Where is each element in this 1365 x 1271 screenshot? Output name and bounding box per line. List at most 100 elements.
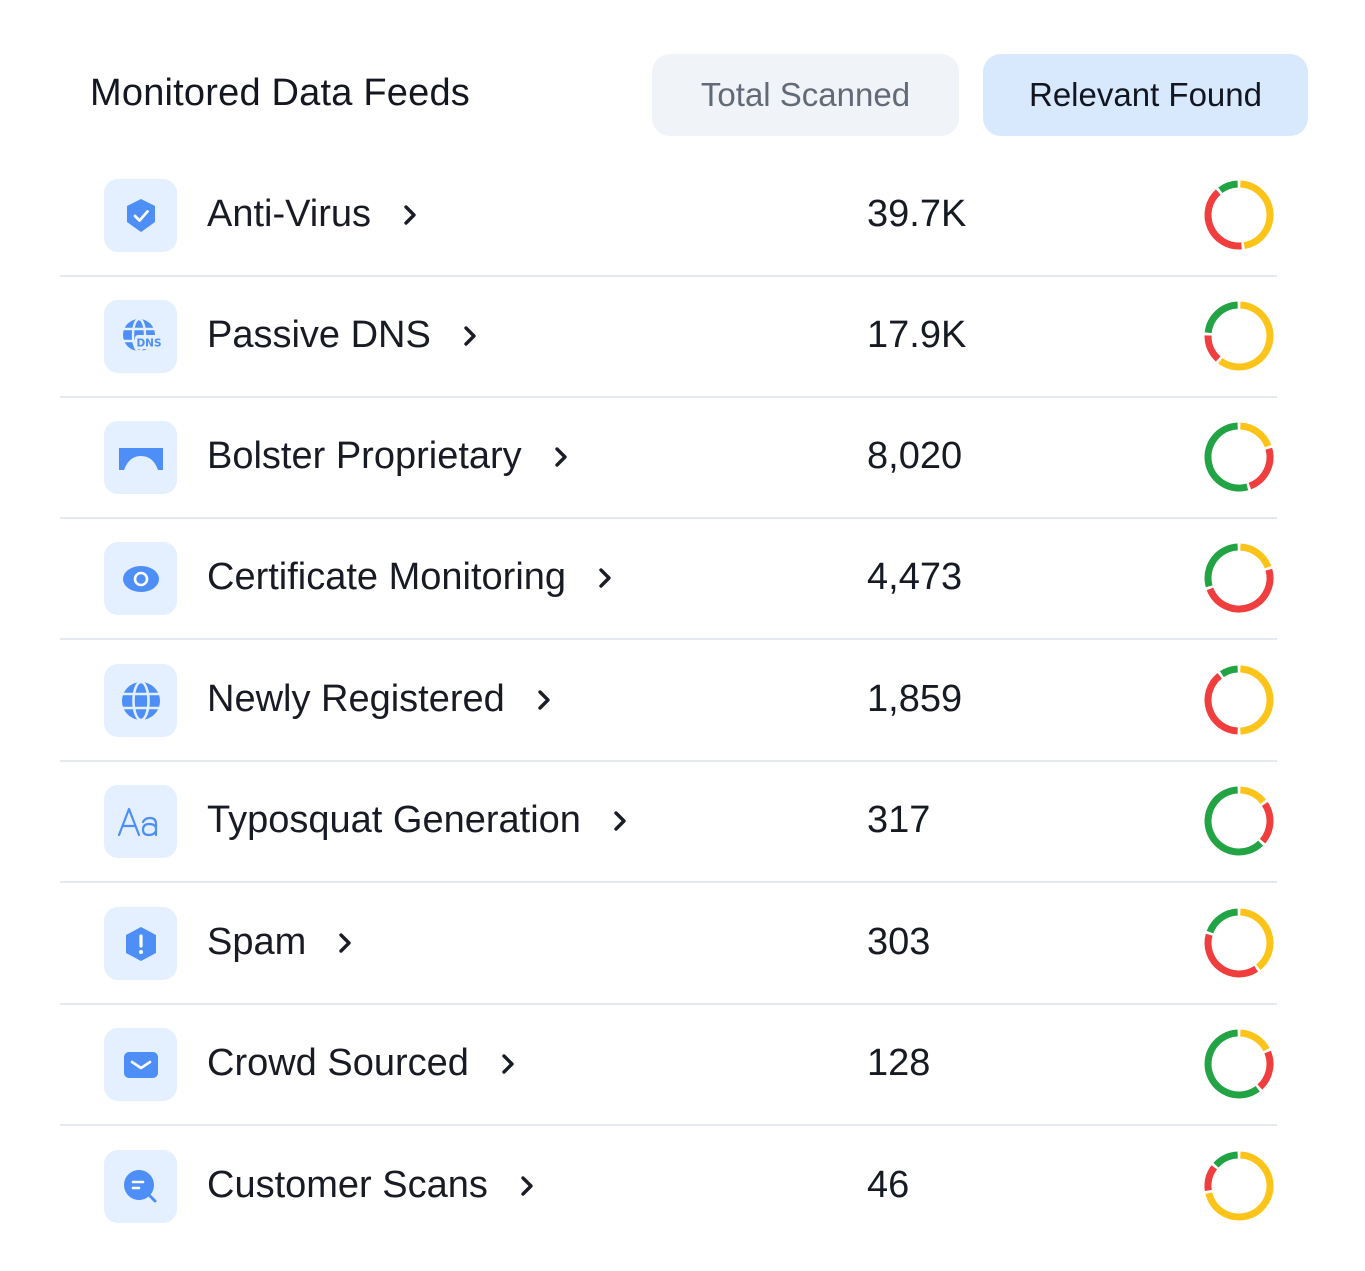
donut-segment-green (1204, 301, 1239, 334)
feed-value: 303 (867, 921, 931, 963)
donut-segment-red (1204, 189, 1242, 250)
breakdown-donut (1204, 180, 1274, 250)
donut-segment-yellow (1239, 543, 1272, 569)
card-title: Monitored Data Feeds (90, 72, 470, 114)
chevron-right-icon (554, 446, 567, 467)
breakdown-donut (1204, 1151, 1274, 1221)
feed-value: 17.9K (867, 314, 967, 356)
feed-value: 39.7K (867, 193, 967, 235)
chevron-right-icon (339, 932, 351, 953)
breakdown-donut (1204, 1029, 1274, 1099)
mail-icon (104, 1028, 177, 1101)
donut-segment-green (1204, 786, 1264, 856)
donut-segment-yellow (1239, 422, 1272, 448)
row-divider (60, 760, 1277, 762)
donut-segment-green (1206, 908, 1239, 934)
chevron-right-icon (502, 1053, 514, 1074)
chevron-right-icon (404, 204, 416, 225)
shield-check-icon (104, 179, 177, 252)
donut-segment-green (1204, 543, 1238, 588)
typography-icon (104, 785, 177, 858)
row-divider (60, 275, 1277, 277)
feed-name-label: Crowd Sourced (207, 1042, 469, 1084)
feed-row-passive-dns[interactable]: DNS Passive DNS 17.9K (60, 278, 1277, 398)
feed-name-label: Customer Scans (207, 1164, 488, 1206)
feed-value: 128 (867, 1042, 931, 1084)
breakdown-donut (1204, 908, 1274, 978)
feed-name: Newly Registered (207, 678, 551, 721)
feed-name-label: Typosquat Generation (207, 799, 581, 841)
eye-icon (104, 542, 177, 615)
feed-name-label: Certificate Monitoring (207, 556, 567, 598)
feed-row-typosquat-generation[interactable]: Typosquat Generation 317 (60, 763, 1277, 883)
breakdown-donut (1204, 665, 1274, 735)
donut-segment-yellow (1218, 301, 1274, 371)
feed-value: 4,473 (867, 556, 963, 598)
feed-name: Anti-Virus (207, 193, 417, 236)
feed-value: 317 (867, 799, 931, 841)
donut-segment-red (1204, 673, 1238, 735)
donut-segment-yellow (1239, 1029, 1270, 1052)
feed-name: Typosquat Generation (207, 799, 627, 842)
alert-shield-icon (104, 907, 177, 980)
breakdown-donut (1204, 543, 1274, 613)
breakdown-donut (1204, 422, 1274, 492)
donut-segment-red (1248, 447, 1274, 490)
donut-segment-red (1259, 801, 1274, 844)
feed-name: Passive DNS (207, 314, 477, 357)
feed-name-label: Newly Registered (207, 678, 505, 720)
feed-value: 1,859 (867, 678, 963, 720)
chat-search-icon (104, 1150, 177, 1223)
donut-segment-green (1219, 665, 1239, 678)
row-divider (60, 1124, 1277, 1126)
donut-segment-red (1257, 1050, 1274, 1090)
feed-name-label: Spam (207, 921, 307, 963)
donut-segment-yellow (1240, 180, 1274, 250)
bolster-logo-icon (104, 421, 177, 494)
globe-icon (104, 664, 177, 737)
chevron-right-icon (538, 689, 550, 710)
feed-name: Customer Scans (207, 1164, 534, 1207)
feed-row-anti-virus[interactable]: Anti-Virus 39.7K (60, 157, 1277, 277)
chevron-right-icon (521, 1175, 533, 1196)
feed-row-crowd-sourced[interactable]: Crowd Sourced 128 (60, 1006, 1277, 1126)
feed-value: 46 (867, 1164, 910, 1206)
feed-name-label: Anti-Virus (207, 193, 372, 235)
donut-segment-green (1204, 1029, 1260, 1099)
row-divider (60, 517, 1277, 519)
card-header: Monitored Data Feeds Total Scanned Relev… (0, 0, 1365, 160)
feed-value: 8,020 (867, 435, 963, 477)
tab-relevant-found[interactable]: Relevant Found (983, 54, 1308, 136)
feed-row-certificate-monitoring[interactable]: Certificate Monitoring 4,473 (60, 520, 1277, 640)
chevron-right-icon (464, 325, 476, 346)
feed-row-bolster-proprietary[interactable]: Bolster Proprietary 8,020 (60, 399, 1277, 519)
row-divider (60, 396, 1277, 398)
feed-name: Bolster Proprietary (207, 435, 568, 478)
donut-segment-yellow (1240, 908, 1274, 970)
dns-globe-icon: DNS (104, 300, 177, 373)
feed-name: Crowd Sourced (207, 1042, 515, 1085)
donut-segment-green (1218, 180, 1238, 194)
row-divider (60, 638, 1277, 640)
feed-name-label: Passive DNS (207, 314, 431, 356)
donut-segment-red (1204, 1165, 1218, 1191)
feed-row-newly-registered[interactable]: Newly Registered 1,859 (60, 642, 1277, 762)
donut-segment-red (1204, 933, 1259, 978)
chevron-right-icon (614, 810, 626, 831)
feed-name: Certificate Monitoring (207, 556, 612, 599)
feed-name: Spam (207, 921, 352, 964)
row-divider (60, 881, 1277, 883)
donut-segment-red (1204, 335, 1221, 362)
row-divider (60, 1003, 1277, 1005)
breakdown-donut (1204, 786, 1274, 856)
tab-total-scanned[interactable]: Total Scanned (652, 54, 959, 136)
svg-text:DNS: DNS (136, 337, 161, 349)
feed-row-spam[interactable]: Spam 303 (60, 885, 1277, 1005)
feed-name-label: Bolster Proprietary (207, 435, 522, 477)
donut-segment-yellow (1205, 1151, 1274, 1221)
breakdown-donut (1204, 301, 1274, 371)
donut-segment-red (1206, 568, 1274, 613)
feed-row-customer-scans[interactable]: Customer Scans 46 (60, 1128, 1277, 1248)
donut-segment-green (1204, 422, 1249, 492)
